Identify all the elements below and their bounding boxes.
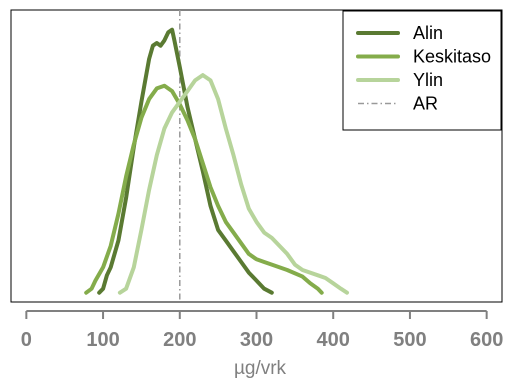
x-tick-label: 200 [163, 329, 196, 351]
legend-entry-ar: AR [358, 94, 438, 114]
legend-box [342, 10, 502, 131]
legend-entry-ylin: Ylin [356, 70, 443, 90]
series-line-alin [97, 27, 274, 295]
x-axis-label: µg/vrk [234, 358, 287, 379]
legend-label: Ylin [413, 70, 443, 90]
legend-entry-keskitaso: Keskitaso [356, 47, 491, 67]
x-tick-label: 100 [86, 329, 119, 351]
legend: Alin Keskitaso Ylin AR [342, 10, 502, 131]
x-tick-label: 600 [470, 329, 503, 351]
series-line-keskitaso [84, 83, 324, 295]
x-tick-label: 0 [21, 329, 32, 351]
legend-label: Keskitaso [413, 47, 491, 67]
x-tick-label: 400 [317, 329, 350, 351]
plot-area [10, 9, 503, 303]
legend-label: AR [413, 94, 438, 114]
legend-entry-alin: Alin [356, 23, 443, 43]
series-line-ylin [117, 73, 349, 295]
x-tick-label: 500 [393, 329, 426, 351]
x-tick-label: 300 [240, 329, 273, 351]
legend-label: Alin [413, 23, 443, 43]
plot-frame [10, 9, 503, 303]
x-axis: 0 100 200 300 400 500 600 [21, 310, 503, 351]
